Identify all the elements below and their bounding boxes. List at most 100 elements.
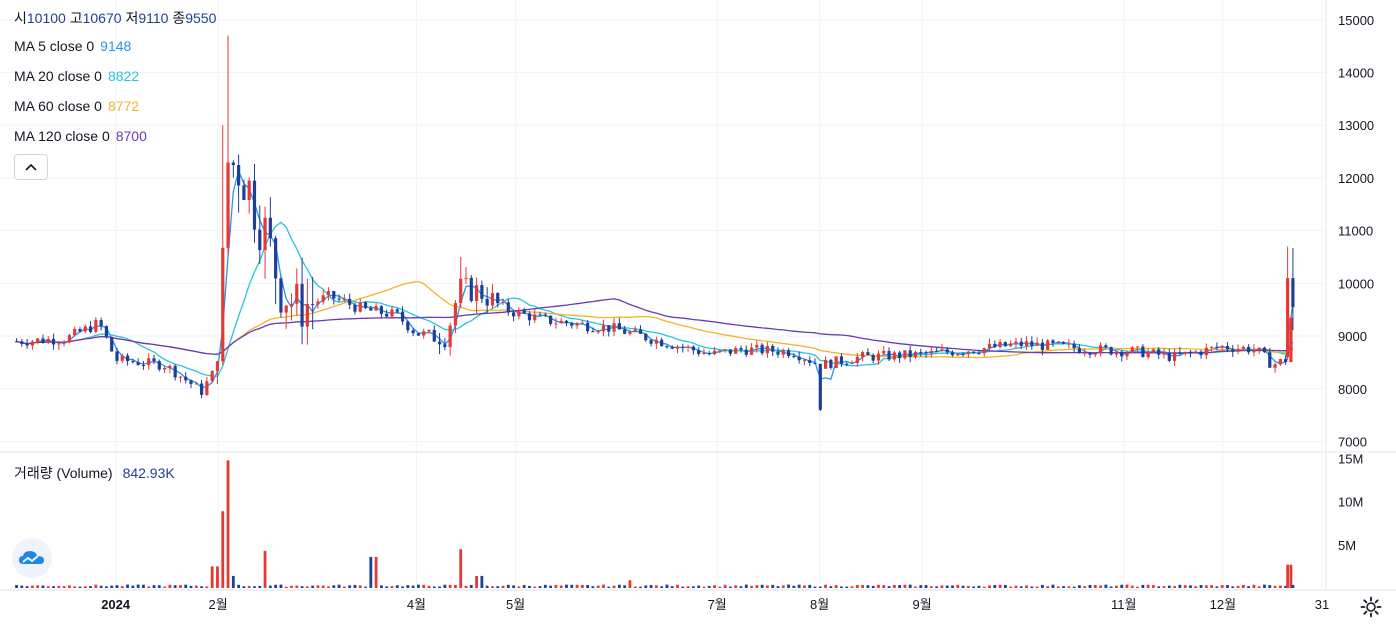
volume-bar <box>512 585 515 588</box>
volume-bar <box>792 585 796 588</box>
candle-body <box>956 353 960 356</box>
price-tick-label: 8000 <box>1338 382 1367 397</box>
volume-bar <box>935 586 939 588</box>
volume-bar <box>131 585 135 588</box>
volume-bar <box>1009 586 1013 588</box>
ma-line-0 <box>16 168 1294 389</box>
candle-body <box>1009 343 1013 347</box>
legend-ma120-value: 8700 <box>115 128 147 144</box>
candle-body <box>570 323 574 326</box>
candle-body <box>575 323 579 326</box>
candle-body <box>416 333 421 336</box>
volume-bar <box>1263 584 1266 588</box>
price-axis: 7000 8000 9000 10000 11000 12000 13000 14000 150… <box>1338 13 1374 450</box>
time-axis: 2024 2월 4월 5월 7월 8월 9월 11월 12월 31 <box>101 597 1329 612</box>
volume-bar <box>305 586 309 588</box>
candle-body <box>511 312 516 317</box>
candle-body <box>1236 348 1240 352</box>
candle-body <box>623 329 627 334</box>
candle-body <box>99 319 103 327</box>
open-value: 10100 <box>26 10 66 26</box>
candle-body <box>200 383 204 395</box>
volume-bar <box>454 584 457 588</box>
legend-ma60[interactable]: MA 60 close 0 8772 <box>14 98 139 114</box>
volume-legend[interactable]: 거래량 (Volume) 842.93K <box>14 463 175 483</box>
gear-icon <box>1360 596 1382 618</box>
candle-body <box>332 291 336 299</box>
volume-bar <box>395 585 399 588</box>
volume-bar <box>602 584 605 588</box>
candle-body <box>1109 347 1113 355</box>
candle-body <box>950 352 955 356</box>
candle-body <box>929 350 933 354</box>
candle-body <box>147 358 151 366</box>
volume-bar <box>929 586 933 588</box>
candle-body <box>326 291 331 296</box>
volume-bar <box>528 585 531 588</box>
volume-bar <box>1286 564 1290 588</box>
candle-body <box>252 180 257 230</box>
volume-bar <box>1157 586 1161 588</box>
volume-bar <box>781 585 785 588</box>
volume-bar <box>115 585 119 588</box>
volume-bar <box>887 586 891 588</box>
volume-bar <box>871 585 875 588</box>
volume-bar <box>311 585 315 588</box>
volume-bar <box>892 584 896 588</box>
candle-body <box>596 331 600 333</box>
volume-bar <box>808 584 812 588</box>
legend-ma120[interactable]: MA 120 close 0 8700 <box>14 128 147 144</box>
candle-body <box>501 302 505 304</box>
candle-body <box>1220 345 1224 348</box>
volume-bar <box>110 585 114 588</box>
cloud-logo-button[interactable] <box>12 538 52 578</box>
candle-body <box>316 301 320 305</box>
legend-ma5[interactable]: MA 5 close 0 9148 <box>14 38 131 54</box>
candle-body <box>464 277 468 279</box>
settings-button[interactable] <box>1358 594 1384 620</box>
low-value: 9110 <box>138 10 169 26</box>
candle-body <box>665 346 669 348</box>
volume-bar <box>1167 585 1171 588</box>
volume-bar <box>713 585 716 588</box>
candle-body <box>517 310 521 317</box>
volume-bar <box>68 585 71 588</box>
candle-body <box>739 348 743 350</box>
volume-bar <box>517 586 521 588</box>
volume-bar <box>1252 584 1256 588</box>
candle-body <box>1273 364 1277 368</box>
candle-body <box>184 376 188 381</box>
volume-bar <box>993 584 997 588</box>
volume-bar <box>41 585 45 588</box>
candle-body <box>882 350 886 354</box>
candle-body <box>734 348 738 354</box>
candle-body <box>845 363 849 365</box>
candle-body <box>892 352 896 360</box>
volume-bar <box>866 585 870 588</box>
candle-body <box>871 354 875 361</box>
candle-body <box>771 346 775 352</box>
candle-body <box>554 323 558 325</box>
volume-bar <box>755 585 759 588</box>
candle-body <box>538 314 542 316</box>
candle-body <box>363 302 368 308</box>
volume-bar <box>654 585 658 588</box>
candle-body <box>913 351 918 358</box>
legend-ma20[interactable]: MA 20 close 0 8822 <box>14 68 139 84</box>
volume-bar <box>1257 586 1261 588</box>
candle-body <box>1286 278 1290 358</box>
volume-bar <box>1173 586 1176 588</box>
candle-body <box>443 344 447 348</box>
volume-bar <box>168 584 172 588</box>
collapse-legend-button[interactable] <box>14 154 48 180</box>
volume-bar <box>1178 584 1182 588</box>
volume-tick-label: 10M <box>1338 495 1363 510</box>
volume-bar <box>173 585 177 588</box>
time-tick-label: 7월 <box>708 597 727 612</box>
volume-bar <box>1247 586 1251 588</box>
candle-body <box>861 352 865 357</box>
candle-body <box>617 323 621 330</box>
volume-bar <box>1093 584 1097 588</box>
candle-body <box>120 355 124 361</box>
